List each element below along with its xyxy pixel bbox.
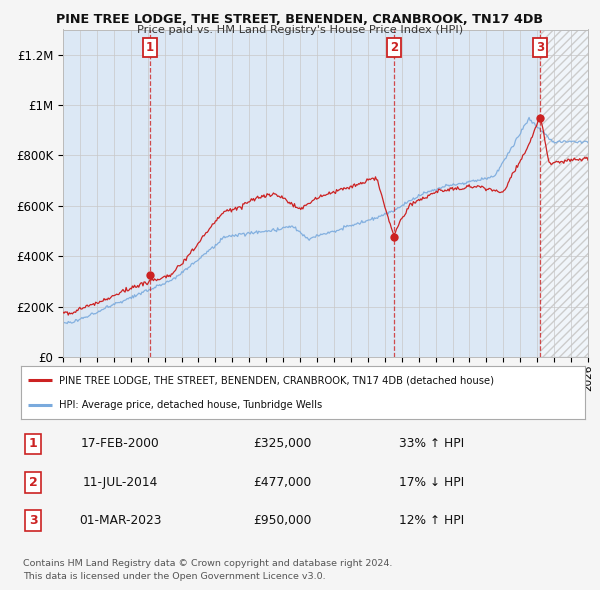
Text: 17% ↓ HPI: 17% ↓ HPI xyxy=(400,476,464,489)
Text: PINE TREE LODGE, THE STREET, BENENDEN, CRANBROOK, TN17 4DB (detached house): PINE TREE LODGE, THE STREET, BENENDEN, C… xyxy=(59,375,494,385)
Text: 2: 2 xyxy=(390,41,398,54)
Text: 3: 3 xyxy=(29,514,37,527)
Text: 3: 3 xyxy=(536,41,544,54)
Text: 33% ↑ HPI: 33% ↑ HPI xyxy=(400,437,464,451)
Text: 01-MAR-2023: 01-MAR-2023 xyxy=(79,514,161,527)
Text: 2: 2 xyxy=(29,476,37,489)
Bar xyxy=(540,30,600,357)
Text: £477,000: £477,000 xyxy=(253,476,311,489)
Text: 17-FEB-2000: 17-FEB-2000 xyxy=(80,437,160,451)
Text: HPI: Average price, detached house, Tunbridge Wells: HPI: Average price, detached house, Tunb… xyxy=(59,399,323,409)
Text: 1: 1 xyxy=(146,41,154,54)
Text: 11-JUL-2014: 11-JUL-2014 xyxy=(82,476,158,489)
Text: Price paid vs. HM Land Registry's House Price Index (HPI): Price paid vs. HM Land Registry's House … xyxy=(137,25,463,35)
Text: £325,000: £325,000 xyxy=(253,437,311,451)
Text: PINE TREE LODGE, THE STREET, BENENDEN, CRANBROOK, TN17 4DB: PINE TREE LODGE, THE STREET, BENENDEN, C… xyxy=(56,13,544,26)
Text: 1: 1 xyxy=(29,437,37,451)
Text: £950,000: £950,000 xyxy=(253,514,311,527)
Text: Contains HM Land Registry data © Crown copyright and database right 2024.
This d: Contains HM Land Registry data © Crown c… xyxy=(23,559,392,581)
Text: 12% ↑ HPI: 12% ↑ HPI xyxy=(400,514,464,527)
Bar xyxy=(540,30,600,357)
